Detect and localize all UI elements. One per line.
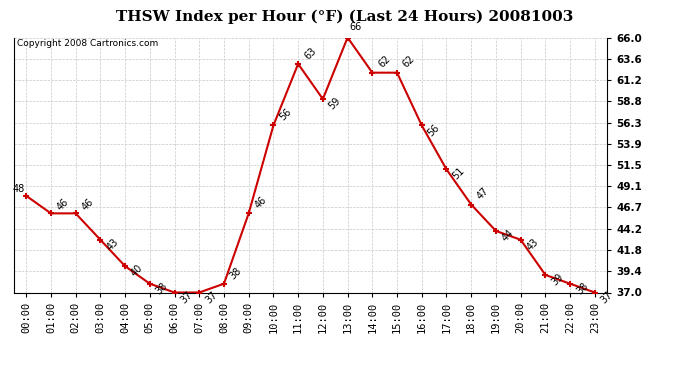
Text: 43: 43: [104, 237, 120, 252]
Text: 47: 47: [475, 186, 491, 202]
Text: 43: 43: [525, 237, 540, 252]
Text: THSW Index per Hour (°F) (Last 24 Hours) 20081003: THSW Index per Hour (°F) (Last 24 Hours)…: [117, 9, 573, 24]
Text: 37: 37: [179, 289, 195, 305]
Text: 56: 56: [426, 122, 442, 138]
Text: 46: 46: [253, 195, 268, 211]
Text: Copyright 2008 Cartronics.com: Copyright 2008 Cartronics.com: [17, 39, 158, 48]
Text: 38: 38: [154, 280, 170, 296]
Text: 56: 56: [277, 107, 293, 123]
Text: 38: 38: [228, 265, 244, 281]
Text: 63: 63: [302, 45, 318, 61]
Text: 44: 44: [500, 228, 516, 243]
Text: 40: 40: [129, 263, 145, 279]
Text: 62: 62: [401, 54, 417, 70]
Text: 39: 39: [549, 272, 565, 287]
Text: 46: 46: [80, 196, 95, 212]
Text: 66: 66: [349, 22, 362, 32]
Text: 48: 48: [12, 184, 25, 194]
Text: 59: 59: [327, 96, 343, 111]
Text: 51: 51: [451, 166, 466, 182]
Text: 37: 37: [204, 289, 219, 305]
Text: 38: 38: [574, 280, 590, 296]
Text: 62: 62: [377, 54, 393, 70]
Text: 37: 37: [599, 289, 615, 305]
Text: 46: 46: [55, 196, 71, 212]
